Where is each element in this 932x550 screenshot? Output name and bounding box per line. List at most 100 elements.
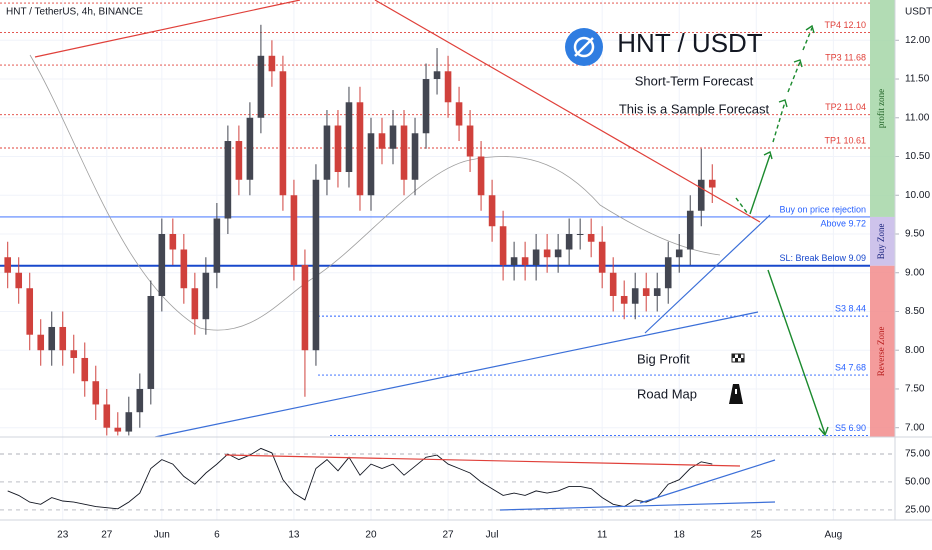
candle-body (202, 272, 210, 320)
candle-body (378, 133, 386, 149)
arrow-segment (802, 27, 813, 51)
arrow-head (793, 59, 803, 68)
zone-label: Reverse Zone (876, 327, 886, 377)
level-label: TP1 10.61 (824, 135, 866, 145)
candle-body (400, 125, 408, 180)
arrow-head (818, 426, 829, 437)
zone (870, 265, 895, 437)
level-label: S5 6.90 (835, 423, 866, 433)
candle-body (521, 257, 529, 265)
candle-body (114, 427, 122, 432)
level-note: Buy on price rejection (779, 204, 866, 214)
level-label: S3 8.44 (835, 304, 866, 314)
candle-body (235, 141, 243, 180)
x-tick-label: 25 (751, 530, 763, 541)
candle-body (103, 404, 111, 428)
candle-body (92, 381, 100, 405)
x-tick-label: 20 (365, 530, 377, 541)
x-tick-label: 23 (57, 530, 69, 541)
candle-body (455, 102, 463, 126)
candle-body (301, 264, 309, 351)
zone (870, 216, 895, 266)
candle-body (532, 249, 540, 265)
candle-body (576, 233, 584, 235)
rsi-line (7, 447, 713, 510)
rsi-panel: 25.00 50.00 75.00 (0, 447, 930, 516)
road-map: Road Map (637, 386, 697, 401)
y-axis-label: USDT (905, 7, 932, 18)
candle-body (268, 55, 276, 72)
x-tick-label: 6 (214, 530, 220, 541)
candle-body (191, 288, 199, 320)
rsi-tick-label: 25.00 (905, 505, 930, 516)
y-tick-label: 9.50 (905, 229, 925, 240)
flag-icon (731, 353, 745, 363)
arrow-head (778, 99, 788, 108)
x-tick-label: Aug (824, 530, 842, 541)
candle-body (488, 195, 496, 227)
candle-body (312, 179, 320, 351)
candle-body (180, 249, 188, 289)
flag-check (735, 358, 738, 362)
forecast-arrows (735, 24, 829, 437)
candles (4, 24, 716, 436)
candle-body (411, 133, 419, 180)
candle-body (477, 156, 485, 196)
trend-line (154, 311, 759, 438)
rsi-trend-line (499, 501, 776, 511)
arrow-head (805, 24, 815, 34)
candle-body (499, 226, 507, 265)
logo-bar (574, 37, 594, 57)
candle-body (334, 125, 342, 173)
zone (870, 0, 895, 217)
y-tick-label: 12.00 (905, 35, 930, 46)
y-tick-label: 8.50 (905, 306, 925, 317)
candle-body (213, 218, 221, 273)
candle-body (554, 249, 562, 258)
candle-body (323, 125, 331, 180)
road-icon-stripe (735, 389, 737, 394)
candle-body (642, 288, 650, 296)
note: This is a Sample Forecast (619, 101, 770, 116)
candle-body (37, 334, 45, 351)
chart-title: HNT / TetherUS, 4h, BINANCE (6, 7, 143, 18)
candle-body (81, 357, 89, 382)
candle-body (444, 71, 452, 103)
candle-body (708, 179, 716, 188)
candle-body (609, 272, 617, 296)
candle-body (466, 125, 474, 157)
zone-label: Buy Zone (876, 223, 886, 259)
rsi-tick-label: 75.00 (905, 449, 930, 460)
candle-body (125, 412, 133, 432)
x-tick-label: 13 (288, 530, 300, 541)
flag-check (732, 354, 735, 358)
y-tick-label: 11.50 (905, 74, 930, 85)
trend-line (644, 214, 771, 334)
candle-body (422, 79, 430, 134)
candle-body (136, 388, 144, 413)
level-label: TP3 11.68 (825, 52, 866, 62)
x-tick-label: Jul (486, 530, 499, 541)
x-tick-label: 27 (101, 530, 113, 541)
candle-body (26, 288, 34, 335)
y-tick-label: 10.50 (905, 151, 930, 162)
candle-body (4, 257, 12, 273)
y-tick-label: 9.00 (905, 267, 925, 278)
x-tick-label: 18 (674, 530, 686, 541)
candle-body (565, 233, 573, 250)
candle-body (169, 233, 177, 250)
x-tick-label: Jun (154, 530, 170, 541)
candle-body (290, 195, 298, 265)
candle-body (257, 55, 265, 118)
candle-body (70, 350, 78, 358)
candle-body (158, 233, 166, 296)
y-tick-label: 10.00 (905, 190, 930, 201)
trend-line (34, 0, 301, 58)
candle-body (224, 141, 232, 219)
arrow-head (763, 150, 773, 160)
candle-body (664, 257, 672, 289)
subheading: Short-Term Forecast (635, 73, 754, 88)
x-tick-label: 27 (442, 530, 454, 541)
